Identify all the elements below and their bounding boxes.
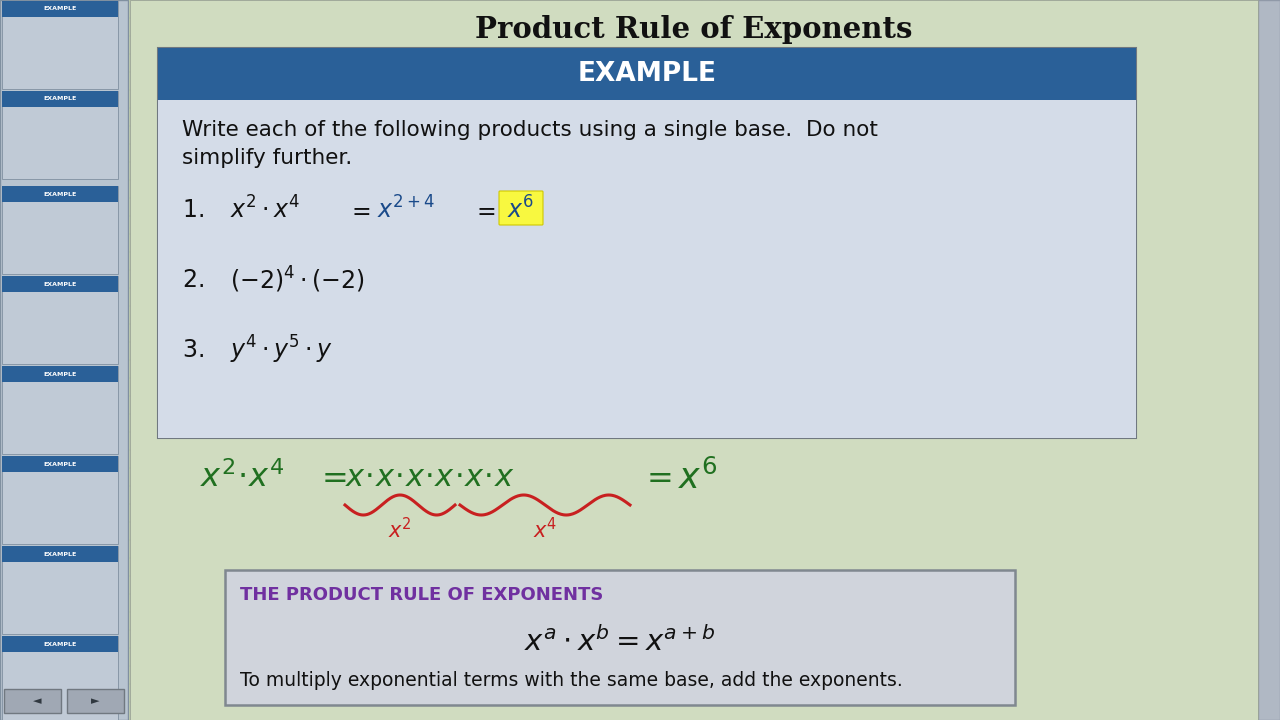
- FancyBboxPatch shape: [3, 91, 118, 179]
- Text: $x^2 \!\cdot\! x^4$: $x^2 \!\cdot\! x^4$: [200, 462, 284, 495]
- Text: $=$: $=$: [472, 198, 495, 222]
- FancyBboxPatch shape: [3, 186, 118, 274]
- Text: $x^6$: $x^6$: [678, 460, 717, 496]
- FancyBboxPatch shape: [0, 0, 128, 720]
- Text: EXAMPLE: EXAMPLE: [44, 282, 77, 287]
- FancyBboxPatch shape: [3, 276, 118, 292]
- Text: Write each of the following products using a single base.  Do not: Write each of the following products usi…: [182, 120, 878, 140]
- Text: $x^a \cdot x^b = x^{a+b}$: $x^a \cdot x^b = x^{a+b}$: [525, 626, 716, 657]
- Text: EXAMPLE: EXAMPLE: [44, 6, 77, 12]
- Text: $(-2)^4 \cdot (-2)$: $(-2)^4 \cdot (-2)$: [230, 265, 365, 295]
- FancyBboxPatch shape: [157, 100, 1137, 438]
- Text: EXAMPLE: EXAMPLE: [44, 552, 77, 557]
- Text: $y^4 \cdot y^5 \cdot y$: $y^4 \cdot y^5 \cdot y$: [230, 334, 333, 366]
- Text: To multiply exponential terms with the same base, add the exponents.: To multiply exponential terms with the s…: [241, 670, 902, 690]
- Text: $\mathit{3.}$: $\mathit{3.}$: [182, 338, 204, 362]
- FancyBboxPatch shape: [67, 689, 124, 713]
- FancyBboxPatch shape: [3, 636, 118, 652]
- Text: $=$: $=$: [315, 462, 347, 493]
- Text: $\mathit{1.}$: $\mathit{1.}$: [182, 198, 204, 222]
- FancyBboxPatch shape: [157, 48, 1137, 438]
- FancyBboxPatch shape: [499, 191, 543, 225]
- Text: EXAMPLE: EXAMPLE: [44, 372, 77, 377]
- FancyBboxPatch shape: [3, 366, 118, 382]
- Text: $x^4$: $x^4$: [532, 518, 557, 543]
- FancyBboxPatch shape: [1258, 0, 1280, 720]
- Text: THE PRODUCT RULE OF EXPONENTS: THE PRODUCT RULE OF EXPONENTS: [241, 586, 603, 604]
- FancyBboxPatch shape: [3, 276, 118, 364]
- Text: Product Rule of Exponents: Product Rule of Exponents: [475, 16, 913, 45]
- FancyBboxPatch shape: [3, 1, 118, 89]
- Text: $=$: $=$: [640, 462, 672, 493]
- FancyBboxPatch shape: [131, 0, 1258, 720]
- Text: $x \!\cdot\! x \!\cdot\! x \!\cdot\! x \!\cdot\! x \!\cdot\! x$: $x \!\cdot\! x \!\cdot\! x \!\cdot\! x \…: [346, 464, 515, 492]
- FancyBboxPatch shape: [225, 570, 1015, 705]
- Text: ◄: ◄: [33, 696, 41, 706]
- Text: EXAMPLE: EXAMPLE: [577, 61, 717, 87]
- Text: EXAMPLE: EXAMPLE: [44, 192, 77, 197]
- FancyBboxPatch shape: [3, 456, 118, 544]
- FancyBboxPatch shape: [3, 366, 118, 454]
- FancyBboxPatch shape: [3, 456, 118, 472]
- Text: $x^{2+4}$: $x^{2+4}$: [378, 197, 435, 224]
- Text: $\mathit{2.}$: $\mathit{2.}$: [182, 268, 204, 292]
- Text: $x^2 \cdot x^4$: $x^2 \cdot x^4$: [230, 197, 301, 224]
- FancyBboxPatch shape: [3, 546, 118, 634]
- Text: $x^6$: $x^6$: [507, 197, 535, 224]
- Text: $=$: $=$: [347, 198, 371, 222]
- Text: EXAMPLE: EXAMPLE: [44, 642, 77, 647]
- Text: EXAMPLE: EXAMPLE: [44, 96, 77, 102]
- FancyBboxPatch shape: [3, 636, 118, 720]
- FancyBboxPatch shape: [3, 546, 118, 562]
- Text: ►: ►: [91, 696, 100, 706]
- FancyBboxPatch shape: [3, 91, 118, 107]
- Text: EXAMPLE: EXAMPLE: [44, 462, 77, 467]
- FancyBboxPatch shape: [4, 689, 61, 713]
- FancyBboxPatch shape: [3, 186, 118, 202]
- Text: simplify further.: simplify further.: [182, 148, 352, 168]
- FancyBboxPatch shape: [157, 48, 1137, 100]
- Text: $x^2$: $x^2$: [388, 518, 412, 543]
- FancyBboxPatch shape: [3, 1, 118, 17]
